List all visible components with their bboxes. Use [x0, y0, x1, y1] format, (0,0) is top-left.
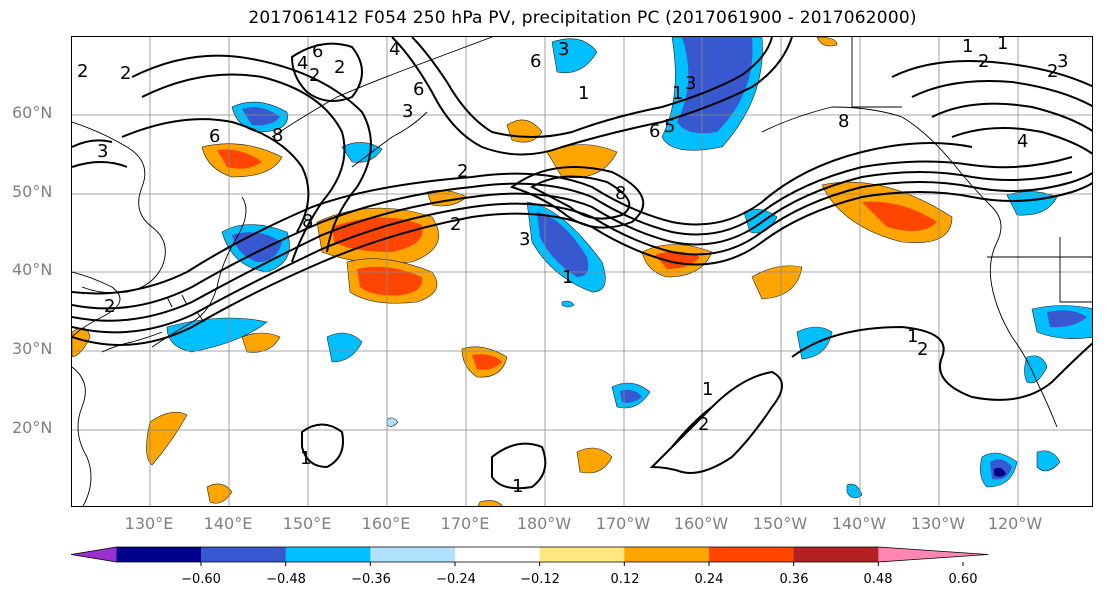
colorbar-segment [539, 547, 625, 562]
contour-label: 5 [664, 116, 675, 137]
contour-label: 8 [302, 211, 313, 232]
contour-label: 3 [519, 229, 530, 250]
map-canvas: 2 2 3 4 6 6 8 8 8 6 5 3 1 2 2 3 8 6 1 2 … [72, 37, 1092, 506]
lon-label-170e: 170°E [440, 514, 490, 533]
contour-label: 6 [312, 41, 323, 62]
contour-label: 1 [562, 267, 573, 288]
lon-label-140w: 140°W [831, 514, 887, 533]
contour-label: 3 [558, 39, 569, 60]
map-panel: 2 2 3 4 6 6 8 8 8 6 5 3 1 2 2 3 8 6 1 2 … [71, 36, 1093, 507]
lat-label-20n: 20°N [12, 418, 53, 437]
contour-label: 2 [978, 51, 989, 72]
contour-label: 3 [1057, 51, 1068, 72]
contour-label: 4 [389, 39, 400, 60]
lat-label-60n: 60°N [12, 103, 53, 122]
lon-label-130e: 130°E [124, 514, 174, 533]
lon-label-180w: 180°W [516, 514, 572, 533]
contour-label: 2 [334, 57, 345, 78]
contour-label: 1 [907, 326, 918, 347]
contour-label: 1 [578, 83, 589, 104]
colorbar-segment [370, 547, 456, 562]
map-title: 2017061412 F054 250 hPa PV, precipitatio… [248, 8, 917, 28]
contour-label: 1 [300, 448, 311, 469]
contour-label: 3 [685, 73, 696, 94]
contour-label: 8 [272, 125, 283, 146]
colorbar-tick-label: −0.48 [266, 572, 306, 587]
colorbar-tick-label: −0.36 [351, 572, 391, 587]
lat-label-50n: 50°N [12, 182, 53, 201]
contour-label: 3 [97, 141, 108, 162]
contour-label: 8 [838, 111, 849, 132]
lat-label-30n: 30°N [12, 339, 53, 358]
colorbar-extend-low [71, 547, 117, 562]
colorbar-segments [70, 546, 989, 566]
contour-label: 6 [413, 79, 424, 100]
lon-label-160e: 160°E [361, 514, 411, 533]
colorbar-segment [116, 547, 202, 562]
contour-label: 8 [615, 183, 626, 204]
colorbar-tick-label: 0.12 [610, 572, 640, 587]
contour-label: 2 [309, 65, 320, 86]
precip-shading [72, 37, 1092, 506]
lon-label-120w: 120°W [987, 514, 1043, 533]
lon-label-150e: 150°E [282, 514, 332, 533]
contour-label: 3 [402, 101, 413, 122]
colorbar-outline [70, 546, 989, 563]
contour-label: 6 [649, 121, 660, 142]
contour-label: 4 [297, 53, 308, 74]
colorbar-segment [455, 547, 541, 562]
colorbar-tick-label: 0.60 [948, 572, 978, 587]
contour-label: 1 [512, 476, 523, 497]
lon-label-140e: 140°E [203, 514, 253, 533]
contour-label: 6 [209, 126, 220, 147]
contour-label: 2 [450, 214, 461, 235]
contour-label: 1 [672, 83, 683, 104]
colorbar-tick-label: 0.24 [694, 572, 724, 587]
contour-label: 2 [120, 63, 131, 84]
lon-label-150w: 150°W [752, 514, 808, 533]
contour-label: 2 [698, 414, 709, 435]
contour-label: 1 [702, 379, 713, 400]
contour-label: 1 [962, 37, 973, 57]
colorbar-tick-label: 0.48 [863, 572, 893, 587]
contour-label: 2 [457, 161, 468, 182]
contour-label: 2 [77, 61, 88, 82]
contour-label-group: 2 2 3 4 6 6 8 8 8 6 5 3 1 2 2 3 8 6 1 2 … [77, 37, 1068, 497]
graticule [72, 37, 1092, 506]
colorbar-tick-label: −0.24 [436, 572, 476, 587]
colorbar-segment [285, 547, 371, 562]
colorbar-segment [709, 547, 795, 562]
lon-label-160w: 160°W [673, 514, 729, 533]
pv-contours [72, 37, 1092, 490]
contour-label: 4 [1017, 131, 1028, 152]
contour-label: 2 [917, 339, 928, 360]
colorbar-tick-label: 0.36 [779, 572, 809, 587]
colorbar-tick-label: −0.60 [181, 572, 221, 587]
contour-label: 2 [104, 296, 115, 317]
colorbar-extend-high [878, 547, 989, 562]
lon-label-130w: 130°W [910, 514, 966, 533]
colorbar-segment [793, 547, 879, 562]
colorbar-segment [201, 547, 287, 562]
lon-label-170w: 170°W [595, 514, 651, 533]
contour-label: 6 [530, 51, 541, 72]
colorbar-tick-label: −0.12 [520, 572, 560, 587]
lat-label-40n: 40°N [12, 260, 53, 279]
colorbar-segment [624, 547, 710, 562]
contour-label: 2 [1047, 61, 1058, 82]
contour-label: 1 [997, 37, 1008, 54]
